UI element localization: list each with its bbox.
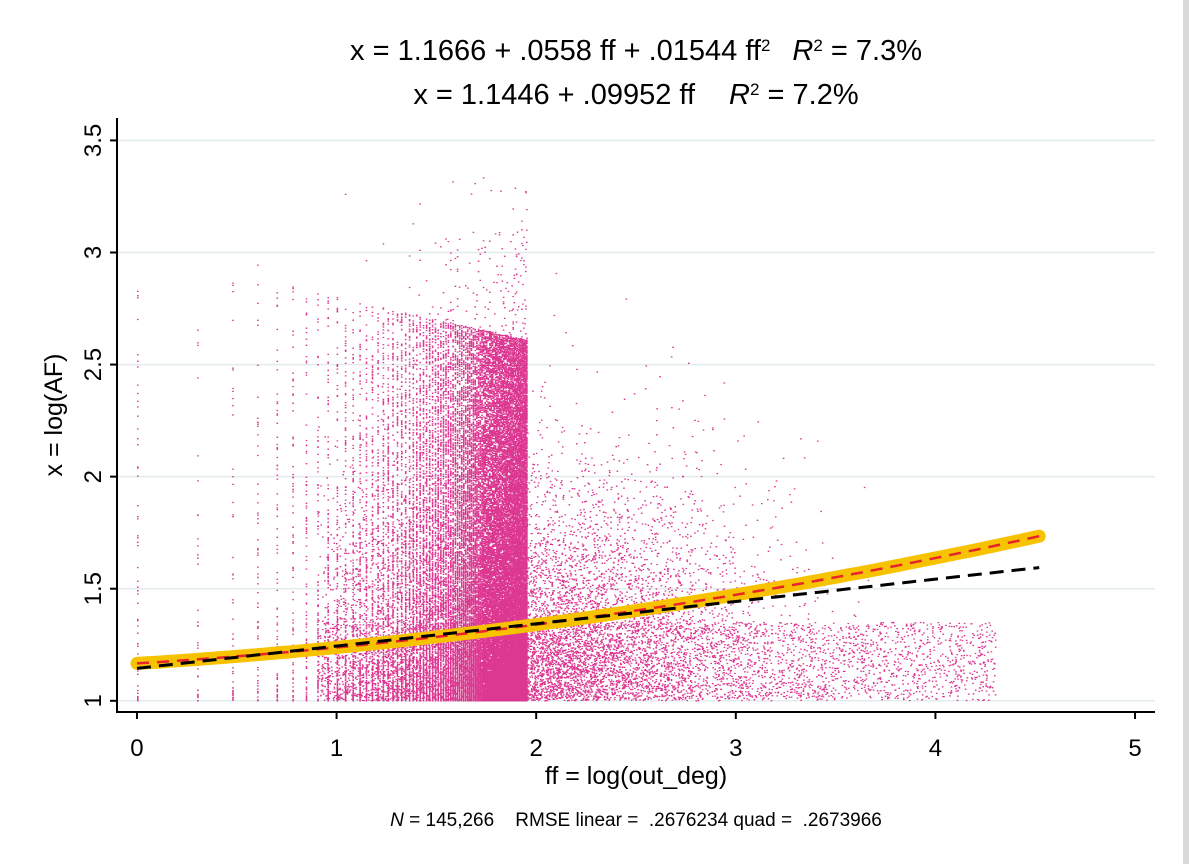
y-axis-label: x = log(AF) [40, 354, 68, 477]
chart-title-line2: x = 1.1446 + .09952 ff R2 = 7.2% [413, 79, 858, 111]
y-ticks: 1 1.5 2 2.5 3 3.5 [80, 124, 117, 707]
linear-fit-line [136, 566, 1040, 670]
y-tick-label: 3 [80, 246, 107, 259]
x-tick-label: 3 [729, 735, 742, 762]
quadratic-fit-line [136, 534, 1040, 665]
x-tick-label: 2 [530, 735, 543, 762]
grid-lines [118, 139, 1155, 702]
y-tick-label: 1.5 [80, 572, 107, 605]
y-tick-label: 1 [80, 694, 107, 707]
x-axis-label: ff = log(out_deg) [545, 762, 727, 790]
x-ticks: 0 1 2 3 4 5 [130, 712, 1142, 762]
chart-note: N = 145,266 RMSE linear = .2676234 quad … [390, 810, 882, 831]
x-tick-label: 0 [130, 735, 143, 762]
x-tick-label: 5 [1128, 735, 1141, 762]
chart-title-line1: x = 1.1666 + .0558 ff + .01544 ff2 R2 = 7… [350, 35, 922, 67]
y-tick-label: 2 [80, 470, 107, 483]
y-tick-label: 2.5 [80, 348, 107, 381]
fit-lines [130, 529, 1046, 670]
axes [116, 118, 1155, 713]
window-edge [1183, 0, 1189, 864]
y-tick-label: 3.5 [80, 124, 107, 157]
x-tick-label: 4 [929, 735, 942, 762]
x-tick-label: 1 [330, 735, 343, 762]
